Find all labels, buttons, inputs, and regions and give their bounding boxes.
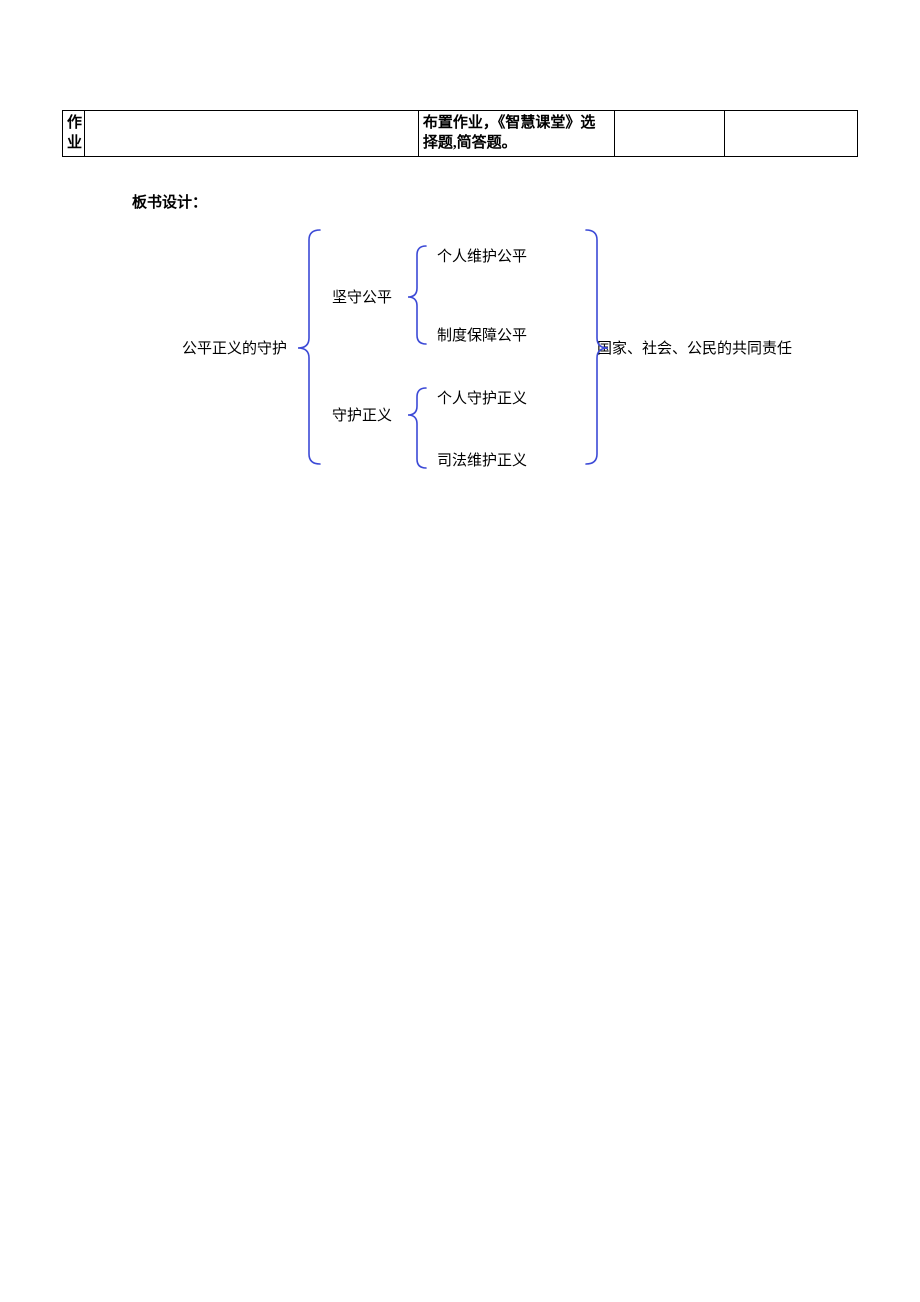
diagram-close: 国家、社会、公民的共同责任 <box>597 340 792 360</box>
diagram-l2c: 个人守护正义 <box>437 390 527 410</box>
board-design-heading: 板书设计： <box>132 193 858 214</box>
cell-empty <box>85 111 419 157</box>
diagram-root: 公平正义的守护 <box>182 340 287 360</box>
brace-main-icon <box>296 228 322 466</box>
brace-subtop-icon <box>406 244 428 346</box>
diagram-l2d: 司法维护正义 <box>437 452 527 472</box>
brace-subbot-icon <box>406 386 428 470</box>
diagram-l1a: 坚守公平 <box>332 289 392 309</box>
cell-empty <box>615 111 724 157</box>
table-row: 作业 布置作业，《智慧课堂》选择题,简答题。 <box>63 111 858 157</box>
cell-content: 布置作业，《智慧课堂》选择题,简答题。 <box>418 111 614 157</box>
cell-label: 作业 <box>63 111 85 157</box>
cell-empty <box>724 111 857 157</box>
homework-table: 作业 布置作业，《智慧课堂》选择题,简答题。 <box>62 110 858 157</box>
diagram-l1b: 守护正义 <box>332 407 392 427</box>
board-design-diagram: 公平正义的守护 坚守公平 守护正义 个人维护公平 制度保障公平 个人守护正义 司… <box>132 232 852 482</box>
diagram-l2a: 个人维护公平 <box>437 248 527 268</box>
brace-closing-icon <box>584 228 610 466</box>
diagram-l2b: 制度保障公平 <box>437 327 527 347</box>
